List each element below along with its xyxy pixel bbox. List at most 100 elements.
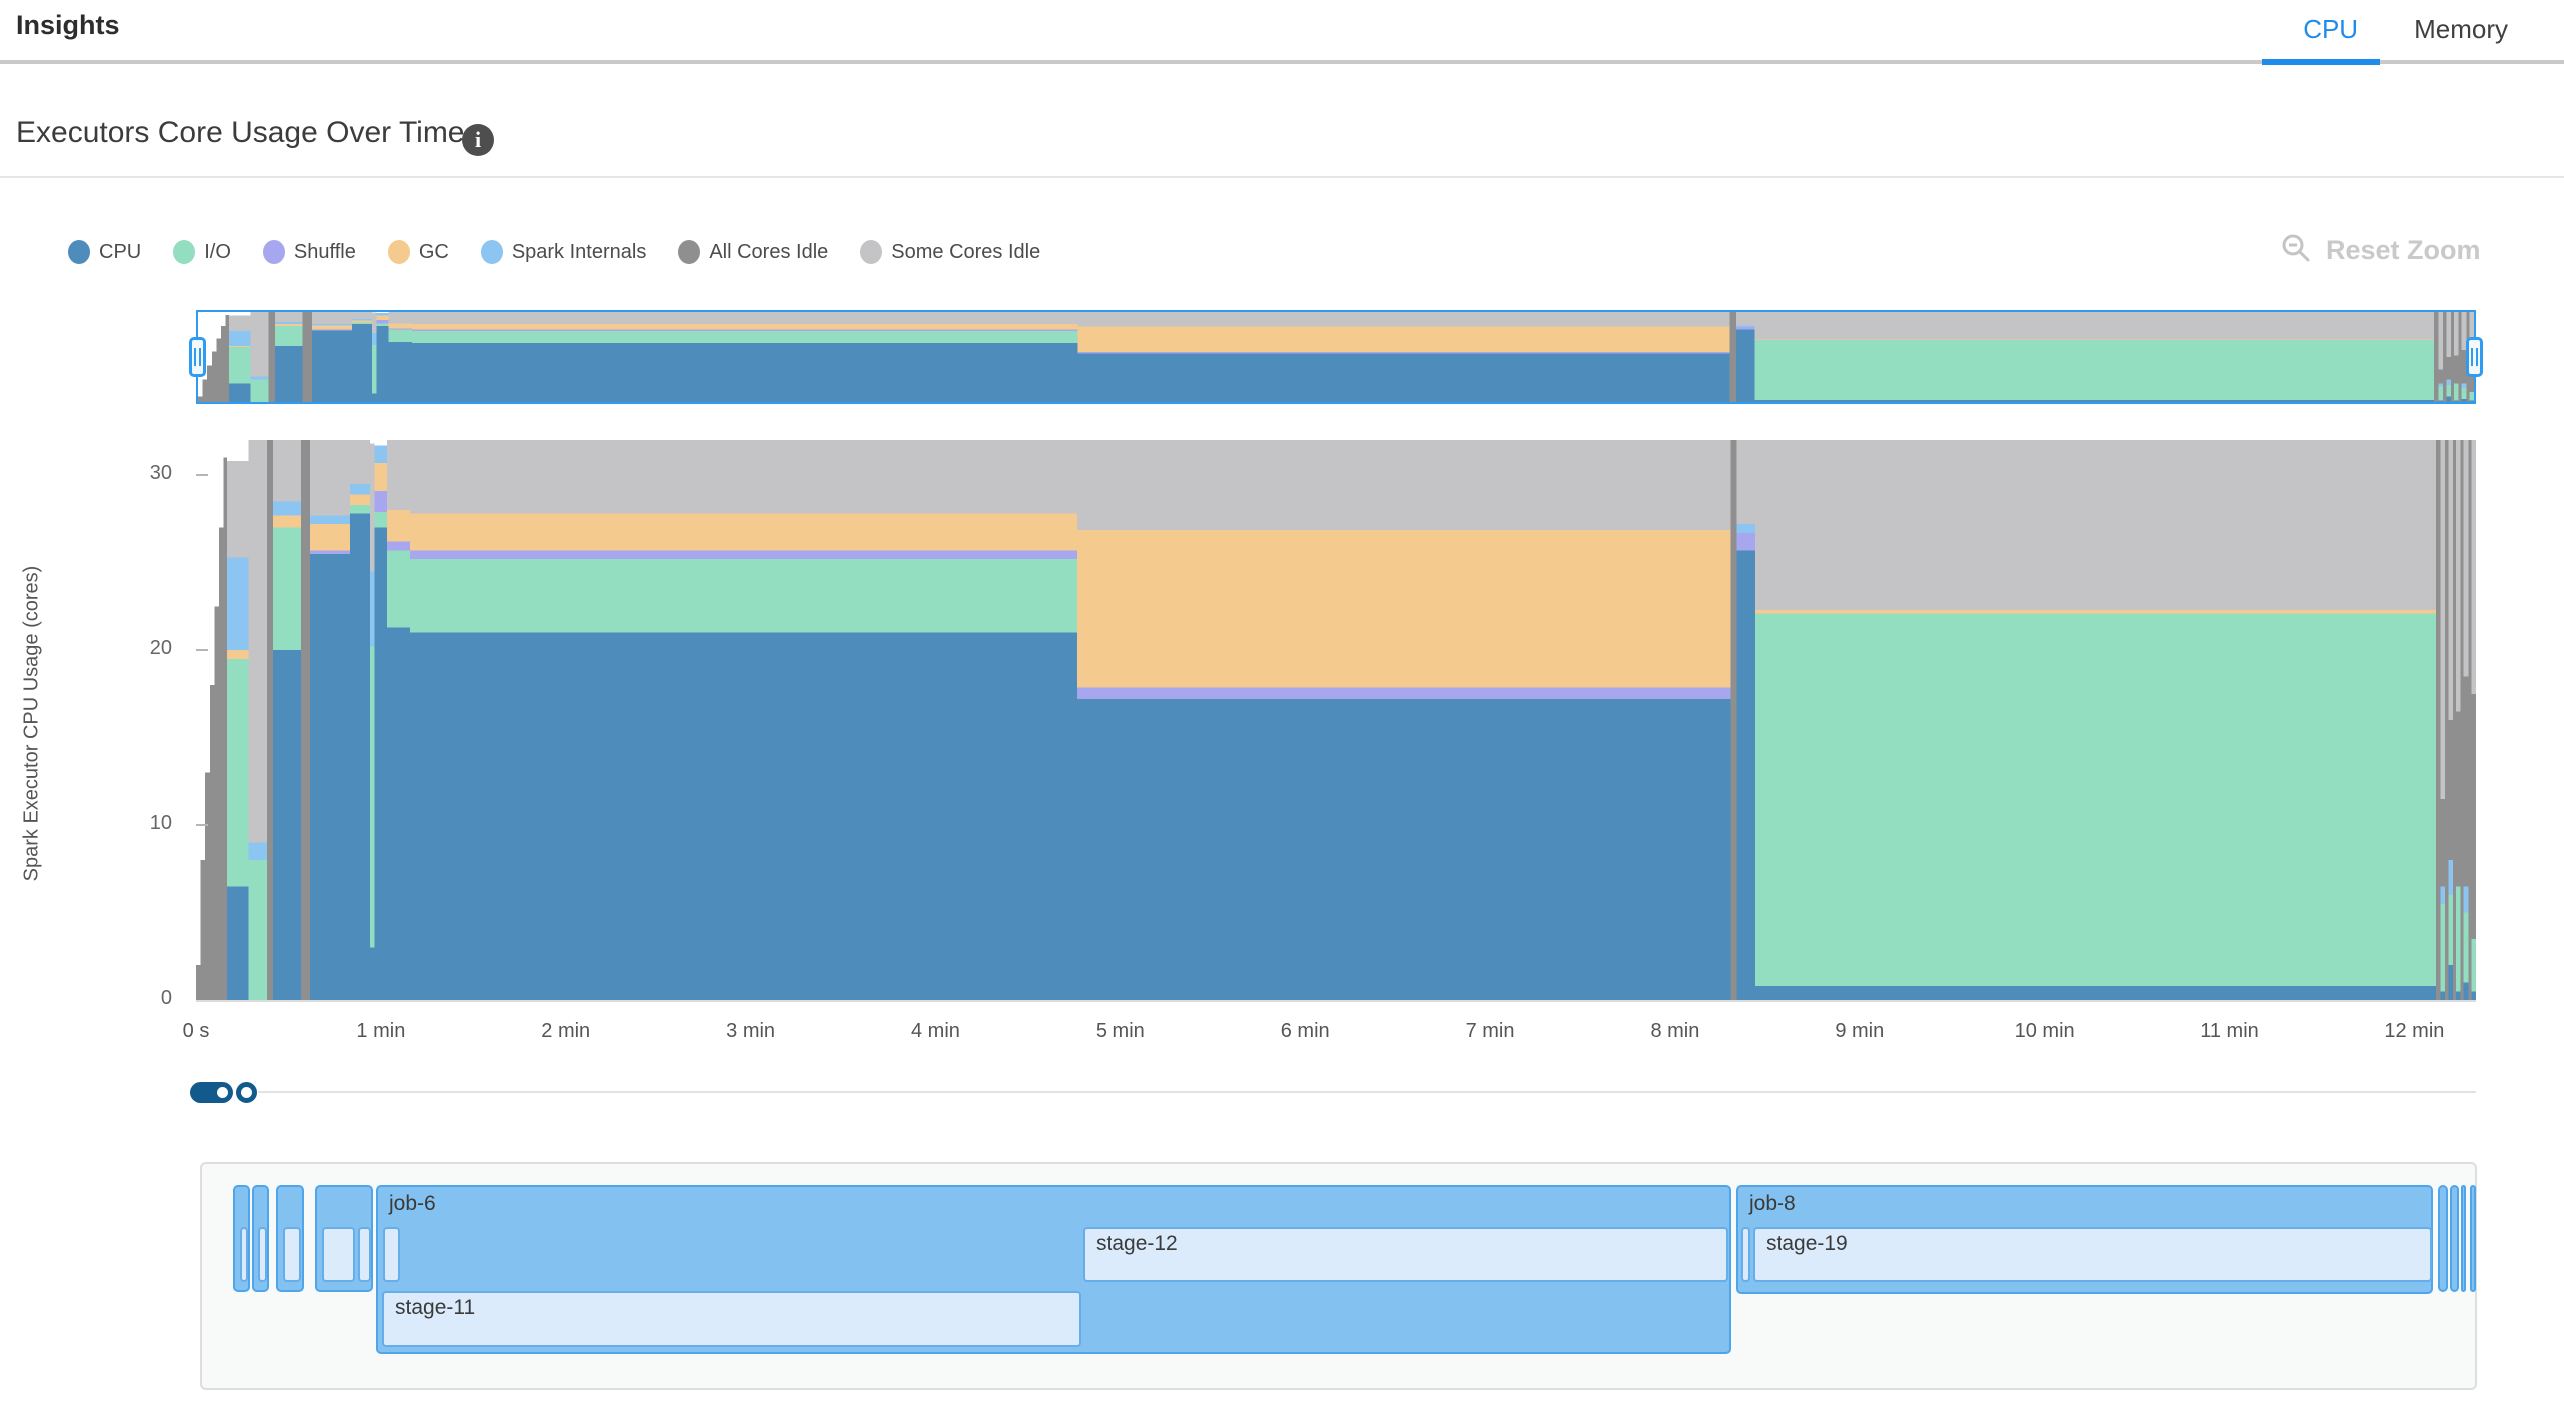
- job-bar[interactable]: [252, 1185, 269, 1292]
- area-all_idle: [200, 860, 206, 1000]
- area-all_idle: [225, 314, 229, 402]
- area-gc: [1077, 530, 1731, 688]
- area-internals: [250, 376, 269, 380]
- area-all_idle: [2448, 720, 2453, 860]
- legend-dot-io: [173, 240, 196, 264]
- legend: CPU I/O Shuffle GC Spark Internals All Cores …: [68, 240, 1040, 264]
- area-some_idle: [1077, 311, 1730, 327]
- range-toggle-ring[interactable]: [236, 1082, 257, 1103]
- y-tick-label: 0: [160, 987, 172, 1009]
- stage-bar[interactable]: [322, 1227, 355, 1282]
- info-icon[interactable]: i: [462, 124, 494, 156]
- stage-bar[interactable]: [240, 1227, 248, 1282]
- area-all_idle: [216, 338, 222, 402]
- area-shuffle: [1735, 326, 1755, 330]
- x-tick-label: 5 min: [1095, 1020, 1145, 1042]
- job-bar[interactable]: [2461, 1185, 2466, 1292]
- legend-label: Some Cores Idle: [891, 240, 1041, 263]
- area-cpu: [310, 553, 351, 1000]
- legend-item-gc[interactable]: GC: [387, 240, 449, 264]
- brush-handle-left[interactable]: [189, 337, 206, 377]
- legend-item-shuffle[interactable]: Shuffle: [262, 240, 356, 264]
- area-all_idle: [2452, 440, 2456, 1000]
- area-all_idle: [302, 312, 312, 402]
- area-internals: [374, 445, 388, 463]
- area-cpu: [2469, 400, 2474, 402]
- area-all_idle: [266, 440, 274, 1000]
- area-all_idle: [198, 396, 203, 403]
- area-internals: [1736, 524, 1756, 533]
- area-some_idle: [2461, 312, 2467, 350]
- area-gc: [310, 524, 351, 551]
- legend-dot-internals: [480, 240, 503, 264]
- stage-label: stage-12: [1096, 1232, 1178, 1255]
- legend-item-some_idle[interactable]: Some Cores Idle: [860, 240, 1040, 264]
- area-all_idle: [209, 685, 215, 1000]
- job-bar[interactable]: [233, 1185, 250, 1292]
- stage-bar-stage-19[interactable]: stage-19: [1753, 1227, 2432, 1282]
- area-io: [411, 331, 1078, 343]
- legend-item-io[interactable]: I/O: [173, 240, 231, 264]
- area-some_idle: [248, 440, 267, 843]
- area-cpu: [273, 650, 301, 1000]
- x-tick-label: 9 min: [1835, 1020, 1885, 1042]
- job-bar[interactable]: [276, 1185, 304, 1292]
- y-tick-mark: [196, 824, 208, 826]
- area-some_idle: [226, 461, 249, 558]
- area-some_idle: [2438, 312, 2444, 370]
- job-bar-job-6[interactable]: job-6 stage-12 stage-11: [376, 1185, 1731, 1354]
- job-bar[interactable]: [2450, 1185, 2459, 1292]
- tab-memory[interactable]: Memory: [2414, 14, 2508, 44]
- stage-bar[interactable]: [1741, 1227, 1750, 1282]
- stage-label: stage-19: [1766, 1232, 1848, 1255]
- job-bar[interactable]: [315, 1185, 373, 1292]
- legend-dot-cpu: [68, 240, 90, 264]
- area-all_idle: [300, 440, 310, 1000]
- area-all_idle: [2445, 440, 2449, 1000]
- area-io: [2438, 386, 2444, 401]
- area-io: [351, 322, 372, 324]
- area-some_idle: [228, 315, 251, 331]
- stage-bar[interactable]: [383, 1227, 400, 1282]
- legend-item-internals[interactable]: Spark Internals: [480, 240, 647, 264]
- legend-item-cpu[interactable]: CPU: [68, 240, 141, 264]
- area-cpu: [411, 342, 1078, 402]
- area-all_idle: [221, 326, 226, 402]
- area-some_idle: [370, 443, 375, 572]
- job-bar-job-8[interactable]: job-8 stage-19: [1736, 1185, 2433, 1294]
- area-cpu: [1735, 329, 1755, 402]
- area-some_idle: [411, 312, 1078, 324]
- legend-dot-shuffle: [262, 240, 285, 264]
- stage-bar-stage-11[interactable]: stage-11: [382, 1291, 1081, 1347]
- area-io: [250, 379, 269, 402]
- legend-label: Spark Internals: [511, 240, 647, 263]
- area-all_idle: [214, 606, 220, 1000]
- section-title: Executors Core Usage Over Time: [16, 116, 465, 149]
- area-gc: [388, 323, 412, 329]
- reset-zoom-button[interactable]: Reset Zoom: [2280, 232, 2481, 269]
- cpu-usage-stacked-area-chart[interactable]: [196, 440, 2476, 1000]
- legend-dot-all_idle: [678, 240, 701, 264]
- brush-handle-right[interactable]: [2466, 337, 2483, 377]
- y-tick-label: 10: [149, 812, 172, 834]
- area-gc: [350, 494, 371, 505]
- area-shuffle: [310, 550, 351, 554]
- y-tick-label: 20: [149, 637, 172, 659]
- tab-cpu[interactable]: CPU: [2303, 14, 2359, 44]
- legend-item-all_idle[interactable]: All Cores Idle: [678, 240, 828, 264]
- area-all_idle: [2446, 357, 2451, 380]
- job-bar[interactable]: [2470, 1185, 2476, 1292]
- timeline-brush[interactable]: [189, 310, 2483, 404]
- job-bar[interactable]: [2438, 1185, 2448, 1292]
- stage-bar[interactable]: [283, 1227, 301, 1282]
- minimap-chart: [198, 311, 2474, 403]
- legend-label: GC: [418, 240, 449, 263]
- stage-bar-stage-12[interactable]: stage-12: [1083, 1227, 1728, 1282]
- stage-bar[interactable]: [258, 1227, 267, 1282]
- area-shuffle: [376, 320, 389, 324]
- stage-bar[interactable]: [358, 1227, 371, 1282]
- area-cpu: [2438, 400, 2444, 402]
- area-all_idle: [1730, 440, 1737, 1000]
- area-cpu: [374, 527, 388, 1000]
- range-toggle-knob[interactable]: [213, 1083, 232, 1102]
